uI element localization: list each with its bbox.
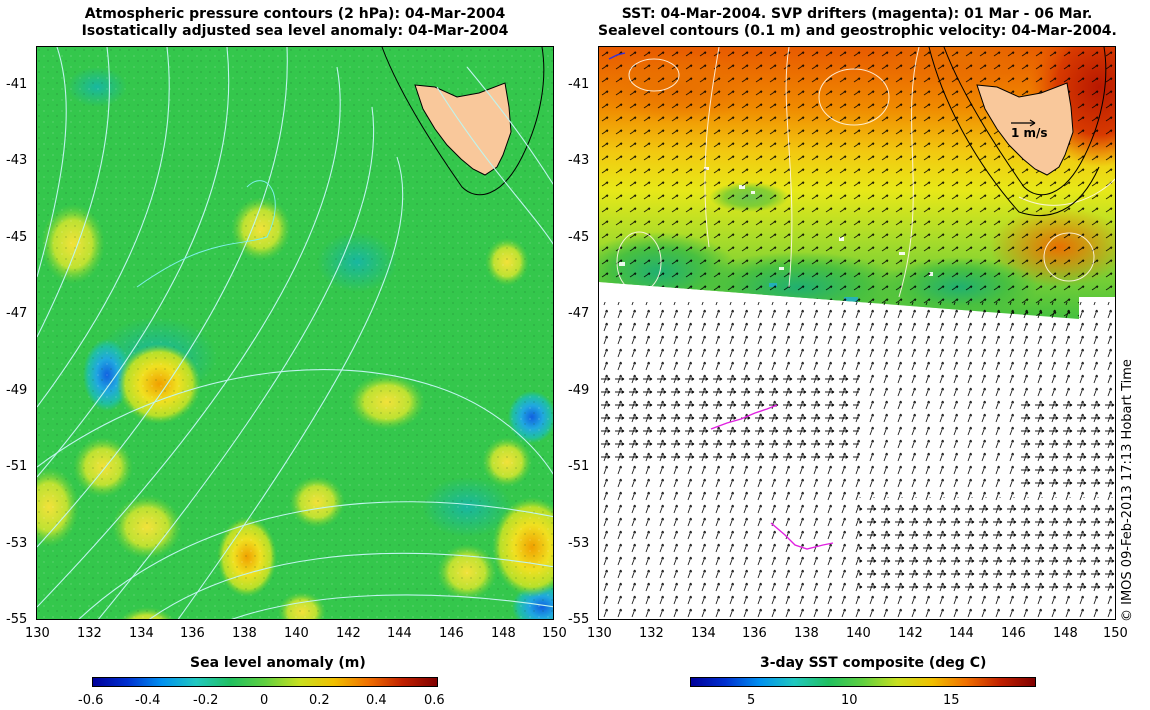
left-lon-tick: 140 xyxy=(284,626,309,641)
right-map-title: SST: 04-Mar-2004. SVP drifters (magenta)… xyxy=(598,6,1117,40)
left-lon-tick: 132 xyxy=(77,626,102,641)
sst-colorbar-tick: 5 xyxy=(747,693,756,708)
sea-level-anomaly-map[interactable] xyxy=(36,46,554,620)
right-title-line2: Sealevel contours (0.1 m) and geostrophi… xyxy=(598,23,1117,39)
pressure-contours xyxy=(37,47,553,619)
right-lon-tick: 130 xyxy=(587,626,612,641)
right-lat-tick: -43 xyxy=(568,153,590,168)
sst-map-canvas xyxy=(599,47,1115,619)
right-lon-tick: 148 xyxy=(1053,626,1078,641)
left-lon-tick: 142 xyxy=(336,626,361,641)
right-lat-tick: -49 xyxy=(568,383,590,398)
sst-field xyxy=(599,47,1115,319)
right-lon-tick: 150 xyxy=(1103,626,1128,641)
sst-colorbar-tick: 10 xyxy=(841,693,858,708)
sla-colorbar xyxy=(92,677,438,687)
sla-colorbar-title: Sea level anomaly (m) xyxy=(190,655,366,671)
right-lon-tick: 146 xyxy=(1001,626,1026,641)
sst-colorbar xyxy=(690,677,1036,687)
left-map-title: Atmospheric pressure contours (2 hPa): 0… xyxy=(36,6,554,40)
sla-colorbar-tick: 0.4 xyxy=(366,693,387,708)
left-lat-tick: -49 xyxy=(6,383,28,398)
right-lon-tick: 140 xyxy=(846,626,871,641)
right-lon-tick: 138 xyxy=(794,626,819,641)
tasmania-landmass-right xyxy=(976,82,1074,176)
left-lat-tick: -53 xyxy=(6,536,28,551)
left-lon-tick: 146 xyxy=(439,626,464,641)
sla-colorbar-tick: -0.4 xyxy=(135,693,161,708)
right-lat-tick: -45 xyxy=(568,230,590,245)
imos-credit: © IMOS 09-Feb-2013 17:13 Hobart Time xyxy=(1120,359,1135,622)
left-lon-tick: 150 xyxy=(542,626,567,641)
left-lat-tick: -43 xyxy=(6,153,28,168)
sst-colorbar-tick: 15 xyxy=(943,693,960,708)
geostrophic-velocity-arrows xyxy=(599,302,1115,619)
right-lat-tick: -51 xyxy=(568,459,590,474)
left-lat-tick: -55 xyxy=(6,612,28,627)
right-lon-tick: 134 xyxy=(691,626,716,641)
left-lon-tick: 136 xyxy=(180,626,205,641)
sla-map-canvas xyxy=(37,47,553,619)
sla-colorbar-tick: 0.2 xyxy=(309,693,330,708)
velocity-scale-arrow xyxy=(1011,119,1036,127)
left-lon-tick: 134 xyxy=(129,626,154,641)
right-lon-tick: 136 xyxy=(742,626,767,641)
svp-drifter-tracks xyxy=(608,52,834,550)
left-title-line1: Atmospheric pressure contours (2 hPa): 0… xyxy=(84,6,506,22)
left-lon-tick: 148 xyxy=(491,626,516,641)
left-lon-tick: 138 xyxy=(232,626,257,641)
right-lon-tick: 144 xyxy=(949,626,974,641)
sla-colorbar-tick: 0.6 xyxy=(424,693,445,708)
sst-colorbar-title: 3-day SST composite (deg C) xyxy=(760,655,987,671)
left-lat-tick: -45 xyxy=(6,230,28,245)
sla-colorbar-tick: -0.2 xyxy=(193,693,219,708)
right-lat-tick: -55 xyxy=(568,612,590,627)
right-lon-tick: 142 xyxy=(898,626,923,641)
right-lat-tick: -47 xyxy=(568,306,590,321)
left-lon-tick: 144 xyxy=(387,626,412,641)
right-lat-tick: -41 xyxy=(568,77,590,92)
left-lat-tick: -51 xyxy=(6,459,28,474)
right-lat-tick: -53 xyxy=(568,536,590,551)
velocity-scale-label: 1 m/s xyxy=(1011,126,1048,140)
sst-velocity-map[interactable]: 1 m/s xyxy=(598,46,1116,620)
right-lon-tick: 132 xyxy=(639,626,664,641)
sla-colorbar-tick: -0.6 xyxy=(78,693,104,708)
sla-colorbar-tick: 0 xyxy=(260,693,269,708)
left-title-line2: Isostatically adjusted sea level anomaly… xyxy=(81,23,509,39)
right-title-line1: SST: 04-Mar-2004. SVP drifters (magenta)… xyxy=(621,6,1093,22)
left-lat-tick: -41 xyxy=(6,77,28,92)
tasmania-landmass-left xyxy=(414,82,512,176)
left-lon-tick: 130 xyxy=(25,626,50,641)
left-lat-tick: -47 xyxy=(6,306,28,321)
